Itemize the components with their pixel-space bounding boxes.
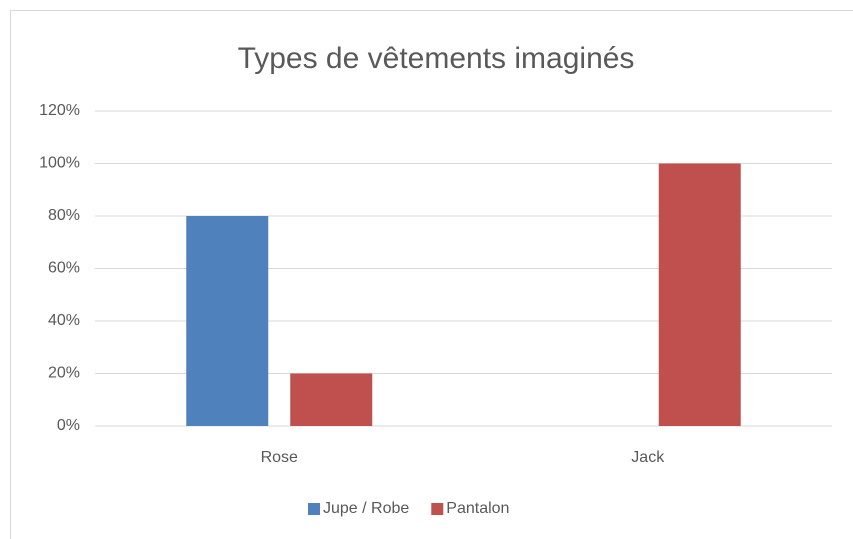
x-tick-label: Jack (631, 449, 665, 466)
legend-swatch (308, 503, 320, 515)
y-tick-label: 40% (48, 312, 80, 329)
x-tick-label: Rose (261, 449, 298, 466)
legend-swatch (431, 503, 444, 515)
y-tick-label: 20% (48, 365, 80, 382)
legend-label: Jupe / Robe (323, 500, 409, 517)
bar (658, 163, 741, 426)
bar (186, 216, 269, 426)
y-tick-label: 100% (39, 155, 80, 172)
legend-label: Pantalon (446, 500, 509, 517)
y-tick-label: 80% (48, 207, 80, 224)
y-tick-label: 0% (57, 417, 80, 434)
y-tick-label: 60% (48, 260, 80, 277)
y-tick-label: 120% (39, 102, 80, 119)
bar (290, 373, 373, 426)
chart-title: Types de vêtements imaginés (238, 42, 635, 75)
